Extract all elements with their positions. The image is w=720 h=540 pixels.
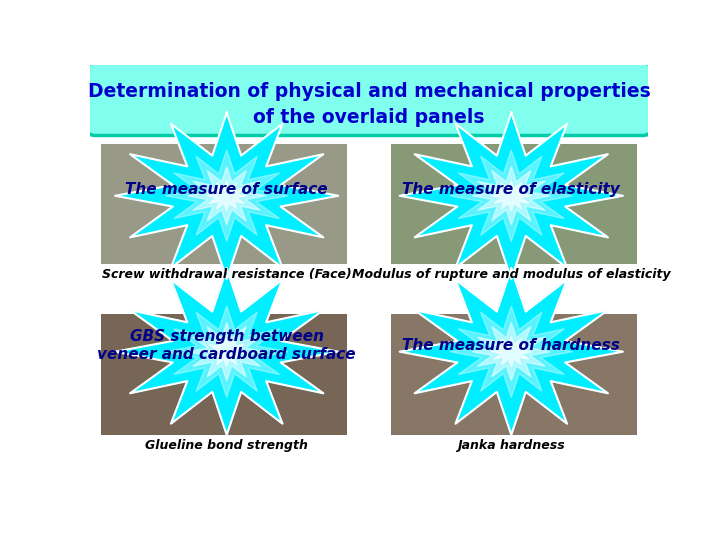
- Text: of the overlaid panels: of the overlaid panels: [253, 107, 485, 127]
- Polygon shape: [400, 268, 623, 435]
- Polygon shape: [115, 113, 338, 279]
- Polygon shape: [450, 306, 572, 397]
- Polygon shape: [188, 167, 266, 225]
- Polygon shape: [115, 268, 338, 435]
- Text: The measure of elasticity: The measure of elasticity: [402, 182, 620, 197]
- Polygon shape: [188, 322, 266, 381]
- Polygon shape: [207, 337, 247, 367]
- Text: Determination of physical and mechanical properties: Determination of physical and mechanical…: [88, 82, 650, 102]
- Bar: [392, 314, 636, 435]
- Polygon shape: [400, 113, 623, 279]
- Bar: [101, 314, 347, 435]
- Text: Glueline bond strength: Glueline bond strength: [145, 439, 308, 452]
- Polygon shape: [166, 150, 288, 241]
- Text: Modulus of rupture and modulus of elasticity: Modulus of rupture and modulus of elasti…: [352, 268, 670, 281]
- Text: Janka hardness: Janka hardness: [457, 439, 565, 452]
- Polygon shape: [450, 150, 572, 241]
- Bar: [101, 144, 347, 265]
- Polygon shape: [472, 167, 550, 225]
- Bar: [392, 144, 636, 265]
- Text: The measure of hardness: The measure of hardness: [402, 338, 620, 353]
- FancyBboxPatch shape: [87, 63, 651, 136]
- Text: The measure of surface: The measure of surface: [125, 182, 328, 197]
- Polygon shape: [166, 306, 288, 397]
- Polygon shape: [472, 322, 550, 381]
- Text: GBS strength between
veneer and cardboard surface: GBS strength between veneer and cardboar…: [97, 329, 356, 362]
- Polygon shape: [491, 337, 531, 367]
- Polygon shape: [207, 181, 247, 211]
- Text: Screw withdrawal resistance (Face): Screw withdrawal resistance (Face): [102, 268, 351, 281]
- Polygon shape: [491, 181, 531, 211]
